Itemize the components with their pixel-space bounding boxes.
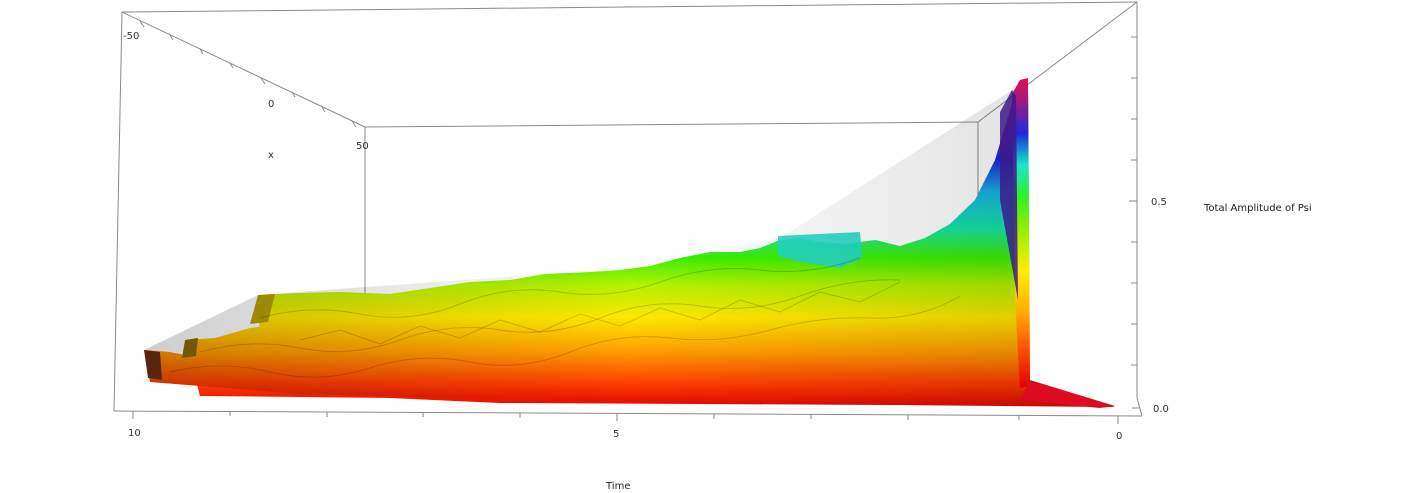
tick-labels: -50 0 50 x 0.5 0.0 10 5 0 [123,31,1169,442]
time-tick-label: 5 [613,429,619,440]
surface-shading [144,80,1115,407]
x-axis-title: x [268,150,274,161]
x-tick-label: 0 [268,99,274,110]
surface [144,78,1115,408]
z-axis-ticks [1129,36,1140,409]
plot-box [113,1,1143,417]
x-tick-label: -50 [123,31,139,42]
time-axis-title: Time [605,481,630,492]
z-tick-label: 0.0 [1153,404,1169,415]
time-tick-label: 0 [1116,431,1122,442]
x-axis-ticks [139,20,357,128]
x-tick-label: 50 [356,141,369,152]
time-axis-ticks [132,411,1119,424]
peak-back [1000,90,1018,300]
surface-ripples [169,257,961,378]
z-tick-label: 0.5 [1151,197,1167,208]
surface-tail [1020,380,1115,408]
time-tick-label: 10 [128,428,141,439]
z-axis-title: Total Amplitude of Psi [1203,203,1312,214]
